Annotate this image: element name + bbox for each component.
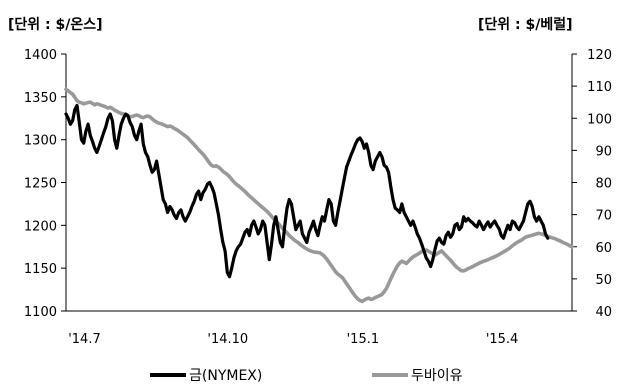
right-tick-label: 60 [595, 241, 612, 256]
right-tick-label: 100 [587, 112, 612, 127]
legend-item-gold-label: 금(NYMEX) [189, 368, 262, 384]
left-tick-label: 1350 [24, 91, 57, 106]
left-tick-label: 1150 [24, 262, 57, 277]
left-axis-unit-label: [단위 : $/온스] [8, 17, 103, 33]
left-tick-label: 1200 [24, 219, 57, 234]
left-tick-label: 1100 [24, 305, 57, 320]
right-tick-label: 50 [595, 273, 612, 288]
x-tick-label: '15.4 [486, 332, 519, 347]
x-tick-label: '14.7 [68, 332, 101, 347]
right-tick-label: 40 [595, 305, 612, 320]
x-tick-label: '14.10 [207, 332, 248, 347]
right-axis-unit-label: [단위 : $/베럴] [478, 17, 573, 33]
left-tick-label: 1400 [24, 48, 57, 63]
x-tick-label: '15.1 [347, 332, 380, 347]
right-tick-label: 70 [595, 209, 612, 224]
left-tick-label: 1250 [24, 177, 57, 192]
gold-price-line [64, 103, 550, 279]
right-tick-label: 80 [595, 177, 612, 192]
left-tick-label: 1300 [24, 134, 57, 149]
dubai-oil-line [64, 87, 574, 304]
legend-item-dubai-label: 두바이유 [411, 368, 463, 384]
right-tick-label: 110 [587, 80, 612, 95]
right-tick-label: 90 [595, 144, 612, 159]
right-tick-label: 120 [587, 48, 612, 63]
